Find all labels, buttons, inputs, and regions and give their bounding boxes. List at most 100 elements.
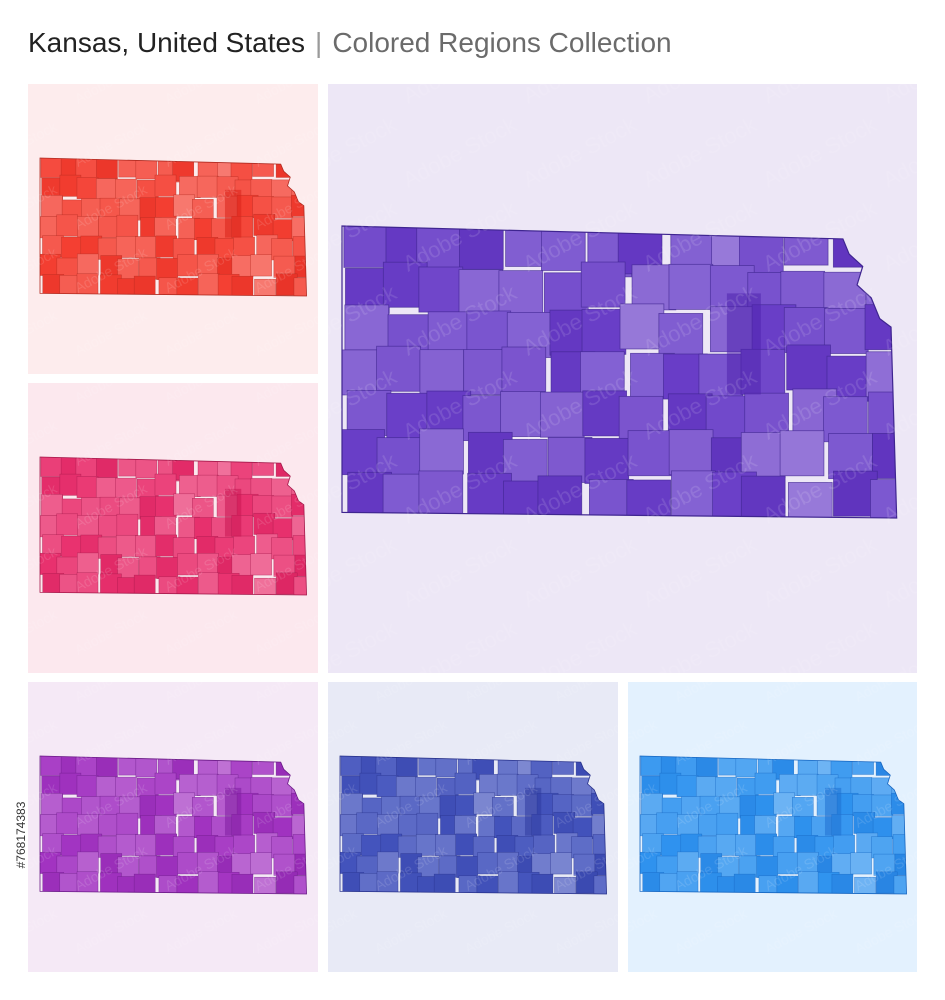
county-region: [133, 275, 156, 296]
county-region: [787, 482, 833, 518]
county-region: [584, 437, 630, 484]
county-regions: [40, 756, 307, 894]
county-region: [531, 873, 554, 894]
state-outline: [39, 456, 307, 596]
county-region: [340, 756, 363, 776]
county-region: [537, 475, 583, 518]
county-region: [626, 479, 672, 518]
county-region: [640, 756, 663, 776]
county-region: [116, 812, 139, 835]
state-outline: [339, 755, 607, 895]
stock-id-label: #768174383: [14, 760, 28, 910]
state-outline: [341, 225, 898, 519]
county-region: [224, 488, 242, 537]
county-region: [716, 812, 739, 835]
county-region: [893, 875, 907, 894]
county-region: [740, 475, 786, 518]
county-region: [524, 787, 542, 836]
county-region: [254, 876, 276, 894]
county-regions: [340, 756, 607, 894]
county-region: [640, 814, 660, 837]
county-region: [40, 457, 63, 477]
county-region: [733, 873, 756, 894]
county-region: [133, 574, 156, 595]
county-region: [40, 515, 60, 538]
county-region: [823, 308, 869, 354]
county-region: [176, 875, 199, 894]
county-region: [433, 873, 456, 894]
county-region: [696, 756, 718, 777]
county-region: [135, 158, 158, 180]
county-region: [76, 177, 99, 199]
county-region: [458, 269, 504, 316]
county-region: [581, 308, 627, 355]
county-region: [824, 787, 842, 836]
county-region: [396, 756, 418, 777]
county-region: [418, 470, 464, 517]
county-region: [776, 875, 799, 894]
county-region: [619, 303, 665, 350]
map-panel-purple: Adobe Stock Adobe Stock Adobe Stock Adobe S…: [328, 84, 917, 673]
county-region: [419, 428, 464, 475]
county-region: [176, 576, 199, 595]
county-region: [344, 304, 390, 351]
page-subtitle: Colored Regions Collection: [332, 27, 672, 58]
county-region: [135, 457, 158, 479]
stock-id-text: #768174383: [14, 801, 28, 869]
county-region: [250, 852, 272, 875]
county-regions: [640, 756, 907, 894]
county-region: [676, 775, 699, 797]
county-region: [293, 576, 307, 595]
state-outline: [39, 157, 307, 297]
county-region: [250, 553, 272, 576]
county-region: [96, 756, 118, 777]
county-region: [854, 876, 876, 894]
county-region: [416, 812, 439, 835]
county-region: [833, 470, 878, 517]
page-title: Kansas, United States: [28, 27, 306, 58]
county-region: [726, 293, 761, 395]
county-region: [419, 349, 465, 396]
county-regions: [40, 158, 307, 296]
county-region: [580, 261, 626, 308]
county-region: [870, 479, 897, 518]
county-region: [463, 349, 508, 396]
state-outline: [39, 755, 307, 895]
county-region: [154, 473, 177, 496]
county-region: [418, 266, 464, 313]
county-region: [476, 875, 499, 894]
county-region: [116, 513, 139, 536]
county-region: [76, 476, 99, 498]
county-region: [135, 756, 158, 778]
state-outline: [639, 755, 907, 895]
county-region: [254, 278, 276, 296]
county-region: [224, 787, 242, 836]
county-region: [40, 814, 60, 837]
county-region: [40, 158, 63, 178]
county-region: [850, 852, 872, 875]
county-region: [786, 344, 831, 391]
county-region: [668, 263, 714, 310]
county-region: [435, 756, 458, 778]
county-region: [154, 174, 177, 197]
title-bar: Kansas, United States | Colored Regions …: [28, 27, 672, 67]
county-region: [176, 277, 199, 296]
county-region: [231, 275, 254, 296]
county-region: [231, 873, 254, 894]
county-region: [96, 457, 118, 478]
county-region: [498, 270, 544, 317]
county-region: [589, 479, 634, 518]
county-region: [254, 577, 276, 595]
county-region: [116, 214, 139, 237]
county-region: [96, 158, 118, 179]
county-region: [454, 772, 477, 795]
county-region: [231, 574, 254, 595]
